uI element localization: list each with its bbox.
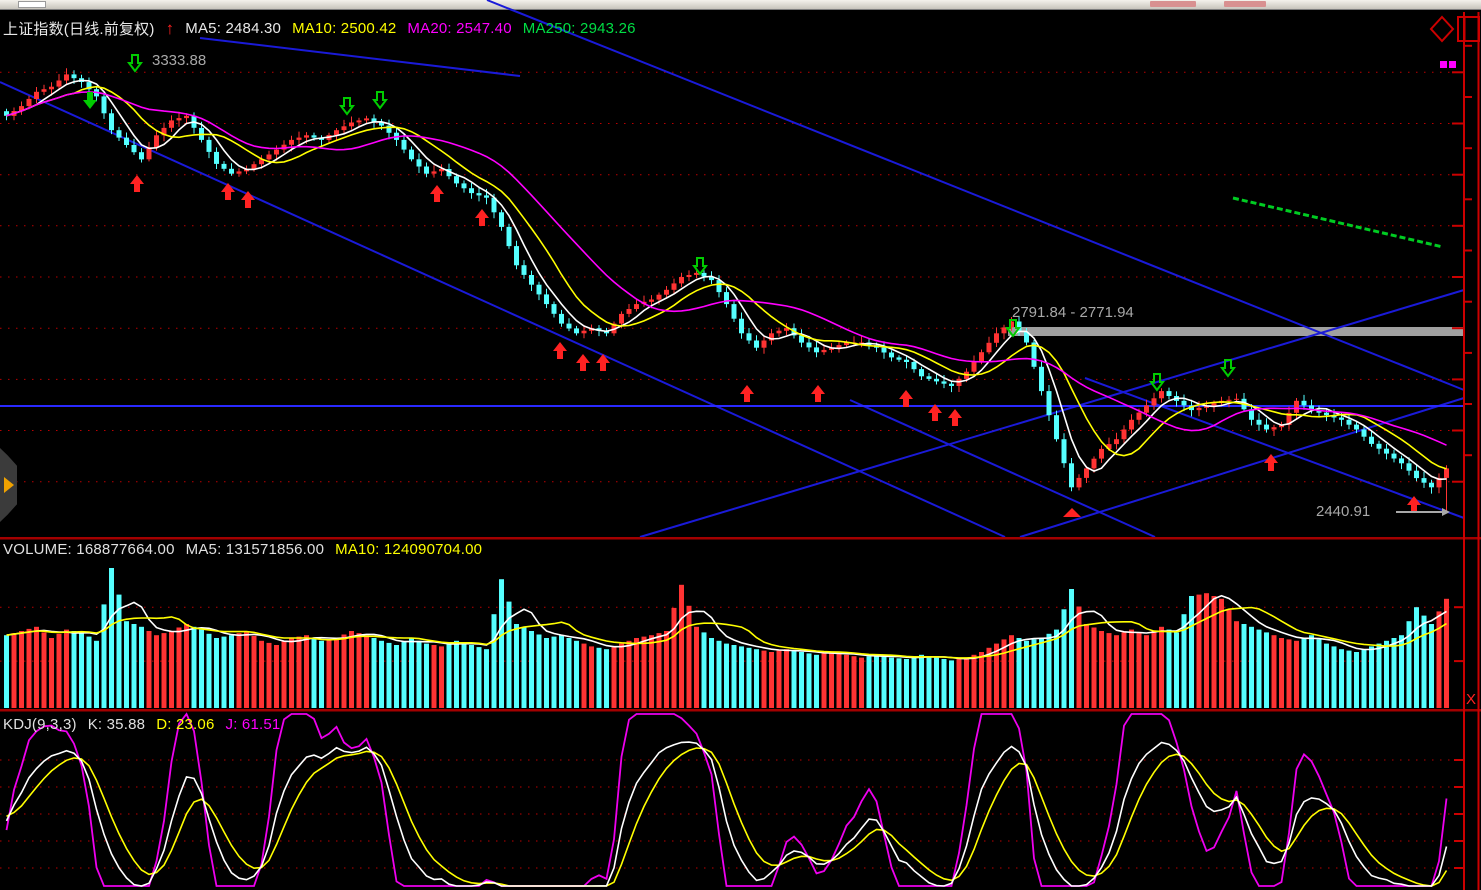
ma250-line [1232, 196, 1444, 249]
window-layout-icon [1457, 16, 1480, 42]
close-pane-x-icon: X [1466, 691, 1476, 708]
trendline [0, 81, 1006, 538]
buy-arrow-icon [221, 183, 235, 200]
kdj-k-value: K: 35.88 [87, 716, 146, 733]
volume-header: VOLUME: 168877664.00 MA5: 131571856.00 M… [3, 541, 482, 558]
menu-bar[interactable] [0, 0, 1481, 10]
buy-arrow-icon [899, 390, 913, 407]
trend-up-icon: ↑ [165, 19, 175, 38]
marker-dot-icon [1449, 61, 1456, 68]
trendline [1019, 397, 1465, 538]
kdj-d-value: D: 23.06 [156, 716, 215, 733]
symbol-title: 上证指数(日线.前复权) [3, 21, 155, 38]
trendline [199, 37, 521, 77]
volume-ma5-value: MA5: 131571856.00 [185, 541, 325, 558]
buy-arrow-icon [1264, 454, 1278, 471]
gap-band-label: 2791.84 - 2771.94 [1012, 304, 1134, 321]
trendline [639, 289, 1465, 538]
gap-band [1008, 327, 1464, 336]
pane-divider [0, 537, 1481, 540]
buy-arrow-icon [811, 385, 825, 402]
ma5-value: MA5: 2484.30 [185, 20, 282, 37]
menu-item-highlight[interactable] [1224, 1, 1266, 7]
sell-arrow-hollow-icon [1220, 359, 1236, 378]
expand-sidebar-arrow-icon [4, 477, 14, 493]
sell-arrow-hollow-icon [127, 54, 143, 73]
menu-item-highlight[interactable] [1150, 1, 1196, 7]
menu-logo-box [18, 1, 46, 8]
bottom-marker-icon [1063, 508, 1081, 517]
ma10-value: MA10: 2500.42 [292, 20, 397, 37]
volume-ma10-value: MA10: 124090704.00 [335, 541, 483, 558]
sell-arrow-hollow-icon [372, 91, 388, 110]
buy-arrow-icon [576, 354, 590, 371]
sidebar-expand-handle[interactable] [0, 448, 17, 522]
kdj-header: KDJ(9,3,3) K: 35.88 D: 23.06 J: 61.51 [3, 716, 280, 733]
ma250-value: MA250: 2943.26 [522, 20, 636, 37]
marker-dot-icon [1440, 61, 1447, 68]
trendline [849, 399, 1156, 538]
peak-price-label: 3333.88 [152, 52, 207, 69]
buy-arrow-icon [241, 191, 255, 208]
buy-arrow-icon [553, 342, 567, 359]
main-chart-header: 上证指数(日线.前复权) ↑ MA5: 2484.30 MA10: 2500.4… [3, 18, 636, 39]
sell-arrow-hollow-icon [1149, 373, 1165, 392]
sell-arrow-hollow-icon [339, 97, 355, 116]
sell-arrow-hollow-icon [692, 257, 708, 276]
diamond-outline-icon [1429, 15, 1455, 43]
volume-value: VOLUME: 168877664.00 [3, 541, 175, 558]
sell-arrow-icon [83, 92, 97, 109]
buy-arrow-icon [948, 409, 962, 426]
buy-arrow-icon [740, 385, 754, 402]
ma20-value: MA20: 2547.40 [407, 20, 512, 37]
kdj-j-value: J: 61.51 [225, 716, 281, 733]
buy-arrow-icon [1407, 496, 1421, 513]
trendline [486, 0, 1465, 391]
pane-divider [0, 709, 1481, 712]
buy-arrow-icon [475, 209, 489, 226]
kdj-title: KDJ(9,3,3) [3, 716, 77, 733]
low-price-label: 2440.91 [1316, 503, 1371, 520]
trendline [1084, 377, 1465, 519]
sell-arrow-hollow-icon [1005, 319, 1021, 338]
buy-arrow-icon [130, 175, 144, 192]
buy-arrow-icon [430, 185, 444, 202]
buy-arrow-icon [596, 354, 610, 371]
buy-arrow-icon [928, 404, 942, 421]
